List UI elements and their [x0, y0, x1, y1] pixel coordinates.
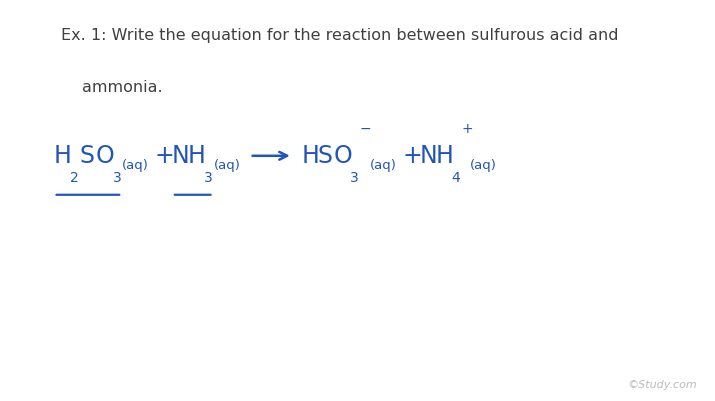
Text: H: H: [54, 144, 72, 167]
Text: H: H: [435, 144, 453, 167]
Text: ©Study.com: ©Study.com: [627, 379, 697, 389]
Text: 4: 4: [452, 171, 460, 184]
Text: ammonia.: ammonia.: [82, 80, 163, 95]
Text: (aq): (aq): [122, 158, 149, 171]
Text: (aq): (aq): [470, 158, 496, 171]
Text: 3: 3: [350, 171, 359, 184]
Text: −: −: [360, 122, 371, 135]
Text: 3: 3: [204, 171, 213, 184]
Text: S: S: [79, 144, 94, 167]
Text: S: S: [317, 144, 332, 167]
Text: (aq): (aq): [214, 158, 240, 171]
Text: 3: 3: [113, 171, 122, 184]
Text: H: H: [301, 144, 319, 167]
Text: O: O: [96, 144, 114, 167]
Text: (aq): (aq): [370, 158, 397, 171]
Text: H: H: [188, 144, 206, 167]
Text: 2: 2: [69, 171, 79, 184]
Text: N: N: [172, 144, 189, 167]
Text: Ex. 1: Write the equation for the reaction between sulfurous acid and: Ex. 1: Write the equation for the reacti…: [61, 28, 618, 43]
Text: +: +: [155, 144, 174, 167]
Text: +: +: [403, 144, 423, 167]
Text: O: O: [333, 144, 352, 167]
Text: +: +: [461, 122, 473, 135]
Text: N: N: [420, 144, 438, 167]
